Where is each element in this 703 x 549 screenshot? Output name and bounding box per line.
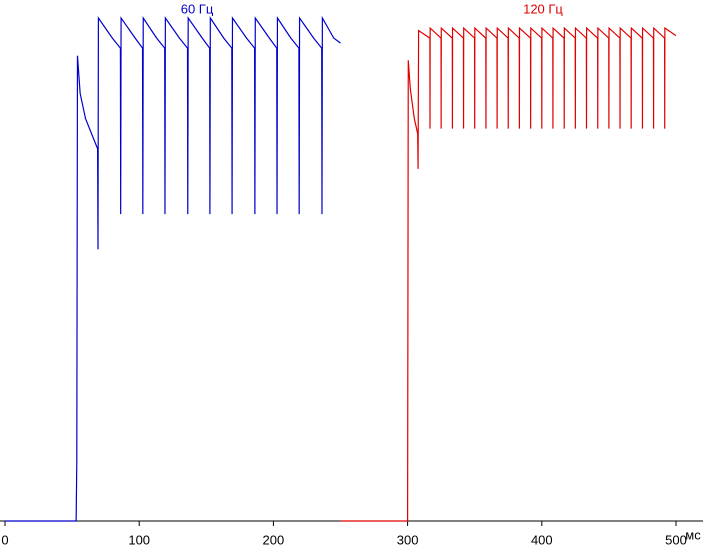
- x-tick-label: 200: [263, 532, 285, 547]
- series-line: [5, 15, 341, 522]
- legend-label: 120 Гц: [523, 1, 563, 16]
- x-tick-label: 100: [128, 532, 150, 547]
- legend-label: 60 Гц: [181, 1, 214, 16]
- x-tick-label: 300: [397, 532, 419, 547]
- x-tick-label: 500: [665, 532, 687, 547]
- x-tick-label: 0: [1, 532, 8, 547]
- x-tick-label: 400: [531, 532, 553, 547]
- x-axis-label: мс: [685, 527, 701, 542]
- series-line: [340, 26, 677, 522]
